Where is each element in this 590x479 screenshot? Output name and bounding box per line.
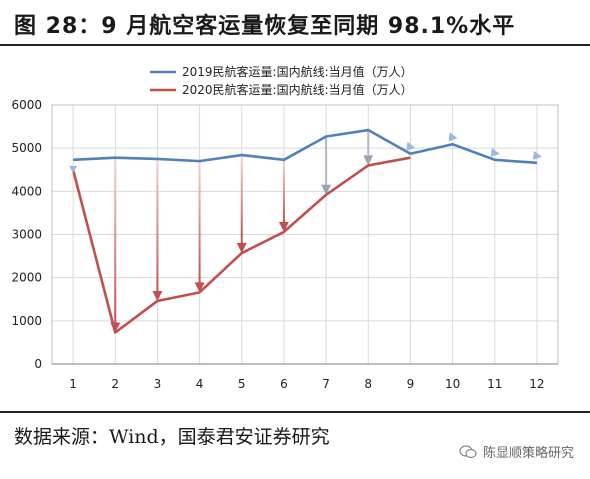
decline-arrow-shaft	[156, 158, 159, 292]
x-tick-label: 5	[238, 377, 246, 391]
y-tick-label: 1000	[11, 314, 42, 328]
x-tick-label: 1	[69, 377, 77, 391]
y-tick-label: 3000	[11, 228, 42, 242]
x-tick-label: 9	[407, 377, 415, 391]
decline-arrow-shaft	[114, 157, 117, 324]
y-tick-label: 0	[34, 357, 42, 371]
legend-label: 2020民航客运量:国内航线:当月值（万人）	[182, 82, 413, 97]
y-tick-label: 5000	[11, 141, 42, 155]
x-tick-label: 8	[364, 377, 372, 391]
x-tick-label: 3	[154, 377, 162, 391]
title-divider	[0, 44, 590, 46]
decline-arrow-head	[152, 290, 163, 301]
chart-title: 图 28：9 月航空客运量恢复至同期 98.1%水平	[14, 14, 516, 39]
x-tick-label: 2	[111, 377, 119, 391]
x-tick-label: 4	[196, 377, 204, 391]
y-tick-label: 2000	[11, 271, 42, 285]
decline-arrow-head	[194, 282, 205, 293]
series-2019-marker	[532, 150, 542, 160]
axes	[51, 104, 559, 365]
series-2019-marker	[448, 132, 458, 142]
series-2019-line	[73, 128, 538, 165]
x-tick-label: 7	[322, 377, 330, 391]
x-tick-label: 10	[445, 377, 460, 391]
decline-arrow-shaft	[198, 161, 201, 284]
x-tick-label: 6	[280, 377, 288, 391]
decline-arrow-shaft	[325, 136, 328, 186]
watermark-text: 陈显顺策略研究	[482, 446, 574, 461]
legend-label: 2019民航客运量:国内航线:当月值（万人）	[182, 64, 413, 79]
source-note: 数据来源：Wind，国泰君安证券研究	[14, 426, 330, 448]
decline-arrow-head	[321, 184, 332, 195]
series-2020-line	[71, 156, 411, 334]
watermark: 陈显顺策略研究	[459, 442, 574, 461]
y-tick-label: 6000	[11, 98, 42, 112]
series-2019-marker	[490, 147, 500, 157]
series-2019-marker	[406, 141, 416, 151]
series-2019-marker	[69, 165, 78, 173]
y-tick-label: 4000	[11, 184, 42, 198]
decline-arrow-shaft	[240, 155, 243, 245]
decline-arrow-head	[278, 221, 289, 232]
decline-arrow-head	[236, 243, 247, 254]
decline-arrow-shaft	[367, 130, 370, 157]
decline-arrow-head	[363, 155, 374, 166]
source-divider	[0, 411, 590, 413]
series-lines	[69, 128, 542, 334]
x-tick-label: 12	[529, 377, 544, 391]
legend: 2019民航客运量:国内航线:当月值（万人） 2020民航客运量:国内航线:当月值…	[150, 64, 413, 97]
gridlines	[52, 104, 558, 365]
wechat-icon	[459, 444, 477, 458]
x-tick-label: 11	[487, 377, 502, 391]
decline-arrow-shaft	[282, 159, 285, 223]
